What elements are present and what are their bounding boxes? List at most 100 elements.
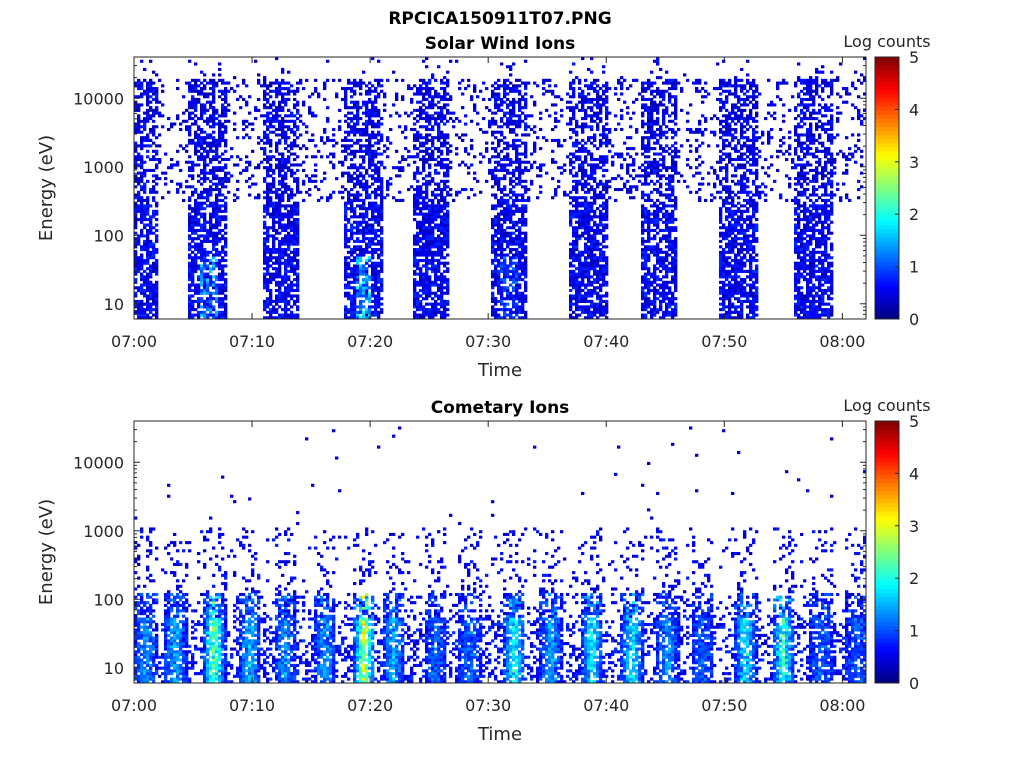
heat-cell: [155, 218, 158, 221]
heat-cell: [278, 221, 281, 224]
heat-cell: [530, 166, 533, 169]
heat-cell: [371, 169, 374, 172]
heat-cell: [245, 169, 248, 172]
heat-cell: [434, 193, 437, 196]
heat-cell: [257, 73, 260, 76]
heat-cell: [431, 221, 434, 224]
heat-cell: [206, 284, 209, 287]
heat-cell: [287, 223, 290, 226]
heat-cell: [515, 196, 518, 199]
heat-cell: [266, 155, 269, 158]
heat-cell: [263, 240, 266, 243]
heat-cell: [428, 90, 431, 93]
heat-cell: [380, 289, 383, 292]
heat-cell: [524, 218, 527, 221]
heat-cell: [446, 284, 449, 287]
heat-cell: [263, 79, 266, 82]
heat-cell: [224, 281, 227, 284]
heat-cell: [134, 300, 137, 303]
heat-cell: [374, 188, 377, 191]
heat-cell: [524, 207, 527, 210]
heat-cell: [431, 305, 434, 308]
heat-cell: [416, 196, 419, 199]
heat-cell: [353, 196, 356, 199]
heat-cell: [155, 183, 158, 186]
heat-cell: [578, 270, 581, 273]
heat-cell: [245, 166, 248, 169]
heat-cell: [362, 254, 365, 257]
heat-cell: [443, 256, 446, 259]
heat-cell: [197, 237, 200, 240]
heat-cell: [149, 240, 152, 243]
heat-cell: [161, 172, 164, 175]
heat-cell: [353, 155, 356, 158]
heat-cell: [374, 191, 377, 194]
heat-cell: [197, 139, 200, 142]
heat-cell: [443, 207, 446, 210]
heat-cell: [206, 136, 209, 139]
heat-cell: [263, 131, 266, 134]
heat-cell: [365, 196, 368, 199]
heat-cell: [149, 294, 152, 297]
heat-cell: [398, 161, 401, 164]
heat-cell: [431, 218, 434, 221]
heat-cell: [512, 101, 515, 104]
heat-cell: [374, 308, 377, 311]
heat-cell: [377, 218, 380, 221]
heat-cell: [155, 270, 158, 273]
heat-cell: [266, 213, 269, 216]
heat-cell: [407, 155, 410, 158]
heat-cell: [584, 297, 587, 300]
heat-cell: [380, 183, 383, 186]
heat-cell: [506, 218, 509, 221]
heat-cell: [593, 234, 596, 237]
heat-cell: [572, 256, 575, 259]
heat-cell: [584, 215, 587, 218]
heat-cell: [416, 109, 419, 112]
heat-cell: [524, 204, 527, 207]
heat-cell: [146, 136, 149, 139]
heat-cell: [365, 101, 368, 104]
heat-cell: [137, 199, 140, 202]
heat-cell: [395, 174, 398, 177]
heat-cell: [140, 273, 143, 276]
heat-cell: [356, 109, 359, 112]
heat-cell: [278, 254, 281, 257]
heat-cell: [209, 223, 212, 226]
heat-cell: [536, 84, 539, 87]
heat-cell: [422, 305, 425, 308]
heat-cell: [506, 147, 509, 150]
heat-cell: [215, 213, 218, 216]
heat-cell: [224, 139, 227, 142]
heat-cell: [188, 218, 191, 221]
heat-cell: [587, 101, 590, 104]
heat-cell: [422, 292, 425, 295]
heat-cell: [518, 139, 521, 142]
heat-cell: [398, 114, 401, 117]
heat-cell: [350, 174, 353, 177]
heat-cell: [284, 142, 287, 145]
heat-cell: [218, 166, 221, 169]
heat-cell: [146, 251, 149, 254]
heat-cell: [218, 223, 221, 226]
heat-cell: [440, 166, 443, 169]
heat-cell: [425, 180, 428, 183]
heat-cell: [461, 139, 464, 142]
heat-cell: [416, 300, 419, 303]
heat-cell: [494, 98, 497, 101]
heat-cell: [437, 259, 440, 262]
heat-cell: [197, 207, 200, 210]
heat-cell: [419, 188, 422, 191]
heat-cell: [248, 95, 251, 98]
heat-cell: [278, 199, 281, 202]
heat-cell: [191, 90, 194, 93]
heat-cell: [419, 245, 422, 248]
heat-cell: [206, 172, 209, 175]
heat-cell: [494, 264, 497, 267]
heat-cell: [377, 254, 380, 257]
heat-cell: [275, 300, 278, 303]
heat-cell: [344, 150, 347, 153]
heat-cell: [587, 254, 590, 257]
heat-cell: [290, 188, 293, 191]
heat-cell: [401, 79, 404, 82]
